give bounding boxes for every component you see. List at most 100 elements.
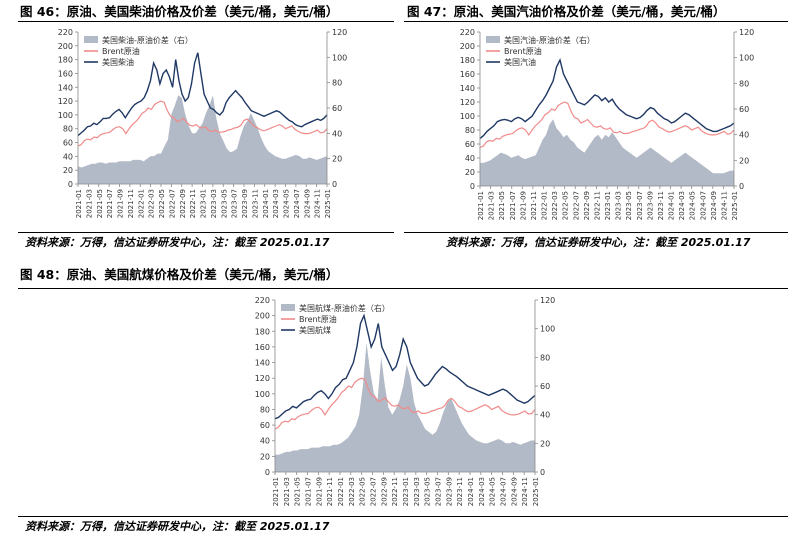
left-axis-tick-label: 120	[460, 98, 475, 107]
x-axis-tick-label: 2022-11	[189, 189, 197, 218]
series-spread-area	[275, 343, 535, 472]
left-axis-tick-label: 0	[470, 182, 475, 191]
x-axis-tick-label: 2025-01	[731, 191, 739, 220]
x-axis-tick-label: 2021-09	[315, 477, 323, 506]
x-axis-tick-label: 2022-03	[148, 189, 156, 218]
figure-47-source: 资料来源：万得，信达证券研发中心，注：截至 2025.01.17	[446, 236, 751, 249]
left-axis-tick-label: 80	[63, 125, 73, 134]
right-axis-tick-label: 20	[739, 156, 749, 165]
x-axis-tick-label: 2024-11	[314, 189, 322, 218]
left-axis-tick-label: 180	[255, 327, 270, 336]
x-axis-tick-label: 2022-09	[179, 189, 187, 218]
right-axis-tick-label: 100	[540, 325, 555, 334]
x-axis-tick-label: 2023-07	[231, 189, 239, 218]
x-axis-tick-label: 2023-01	[402, 477, 410, 506]
x-axis-tick-label: 2023-11	[456, 477, 464, 506]
x-axis-tick-label: 2021-01	[75, 189, 83, 218]
x-axis-tick-label: 2023-09	[646, 191, 654, 220]
x-axis-tick-label: 2024-05	[283, 189, 291, 218]
left-axis-tick-label: 0	[68, 180, 73, 189]
left-axis-tick-label: 220	[58, 28, 73, 37]
x-axis-tick-label: 2023-01	[604, 191, 612, 220]
legend-label: Brent原油	[102, 46, 140, 56]
figure-46-source: 资料来源：万得，信达证券研发中心，注：截至 2025.01.17	[25, 236, 330, 249]
x-axis-tick-label: 2025-01	[324, 189, 332, 218]
x-axis-tick-label: 2024-05	[489, 477, 497, 506]
right-axis-tick-label: 40	[332, 129, 342, 138]
series-product-line	[479, 57, 735, 139]
x-axis-tick-label: 2021-07	[509, 191, 517, 220]
x-axis-tick-label: 2022-05	[562, 191, 570, 220]
right-axis-tick-label: 100	[332, 53, 347, 62]
x-axis-tick-label: 2024-11	[521, 477, 529, 506]
x-axis-tick-label: 2023-11	[251, 189, 259, 218]
x-axis-tick-label: 2023-01	[200, 189, 208, 218]
x-axis-tick-label: 2021-03	[283, 477, 291, 506]
legend-label: 美国航煤-原油价差（右）	[299, 303, 390, 313]
left-axis-tick-label: 160	[460, 70, 475, 79]
x-axis-tick-label: 2024-09	[510, 477, 518, 506]
figure-48-source: 资料来源：万得，信达证券研发中心，注：截至 2025.01.17	[25, 520, 330, 533]
right-axis-tick-label: 20	[332, 155, 342, 164]
left-axis-tick-label: 120	[58, 97, 73, 106]
x-axis-tick-label: 2023-11	[657, 191, 665, 220]
x-axis-tick-label: 2024-07	[293, 189, 301, 218]
left-axis-tick-label: 20	[465, 168, 475, 177]
x-axis-tick-label: 2023-03	[615, 191, 623, 220]
left-axis-tick-label: 100	[58, 111, 73, 120]
x-axis-tick-label: 2022-11	[593, 191, 601, 220]
left-axis-tick-label: 200	[58, 42, 73, 51]
x-axis-tick-label: 2021-11	[127, 189, 135, 218]
x-axis-tick-label: 2021-01	[272, 477, 280, 506]
figure-47-title-rule	[404, 21, 788, 22]
figure-46-chart: 0 20 40 60 80 100 120 140 160 180 200 220 0 20 40 60 80 1…	[58, 28, 348, 218]
right-axis-tick-label: 80	[540, 353, 550, 362]
x-axis-tick-label: 2024-11	[720, 191, 728, 220]
x-axis-tick-label: 2024-03	[678, 191, 686, 220]
figure-48-title-rule	[18, 288, 788, 289]
x-axis-tick-label: 2024-03	[478, 477, 486, 506]
left-axis-tick-label: 160	[58, 69, 73, 78]
left-axis-tick-label: 0	[265, 468, 270, 477]
x-axis-tick-label: 2021-05	[96, 189, 104, 218]
left-axis-tick-label: 140	[460, 84, 475, 93]
x-axis-tick-label: 2021-09	[117, 189, 125, 218]
left-axis-tick-label: 100	[255, 390, 270, 399]
legend-label: Brent原油	[504, 46, 542, 56]
x-axis-tick-label: 2023-07	[636, 191, 644, 220]
left-axis-tick-label: 60	[465, 140, 475, 149]
left-axis-tick-label: 100	[460, 112, 475, 121]
left-axis-tick-label: 160	[255, 343, 270, 352]
right-axis-tick-label: 80	[739, 79, 749, 88]
legend-swatch-spread	[281, 304, 295, 311]
right-axis-tick-label: 120	[739, 28, 754, 37]
legend-label: 美国航煤	[299, 325, 331, 335]
left-axis-tick-label: 120	[255, 374, 270, 383]
x-axis-tick-label: 2023-03	[210, 189, 218, 218]
left-axis-tick-label: 40	[465, 154, 475, 163]
left-axis-tick-label: 180	[58, 56, 73, 65]
x-axis-tick-label: 2023-09	[241, 189, 249, 218]
left-axis-tick-label: 80	[260, 405, 270, 414]
right-axis-tick-label: 60	[540, 382, 550, 391]
right-axis-tick-label: 60	[332, 104, 342, 113]
left-axis-tick-label: 20	[63, 166, 73, 175]
left-axis-tick-label: 20	[260, 452, 270, 461]
x-axis-tick-label: 2021-05	[498, 191, 506, 220]
x-axis-tick-label: 2022-01	[337, 477, 345, 506]
x-axis-tick-label: 2022-07	[572, 191, 580, 220]
x-axis-tick-label: 2023-07	[435, 477, 443, 506]
x-axis-tick-label: 2022-01	[137, 189, 145, 218]
left-axis-tick-label: 220	[460, 28, 475, 37]
x-axis-tick-label: 2021-11	[530, 191, 538, 220]
x-axis-tick-label: 2022-03	[551, 191, 559, 220]
legend-label: 美国柴油	[102, 57, 134, 67]
series-spread-area	[78, 95, 327, 184]
figure-47-source-rule	[404, 232, 788, 233]
left-axis-tick-label: 40	[63, 152, 73, 161]
left-axis-tick-label: 140	[255, 359, 270, 368]
x-axis-tick-label: 2024-01	[668, 191, 676, 220]
x-axis-tick-label: 2023-05	[424, 477, 432, 506]
left-axis-tick-label: 220	[255, 296, 270, 305]
right-axis-tick-label: 40	[739, 131, 749, 140]
